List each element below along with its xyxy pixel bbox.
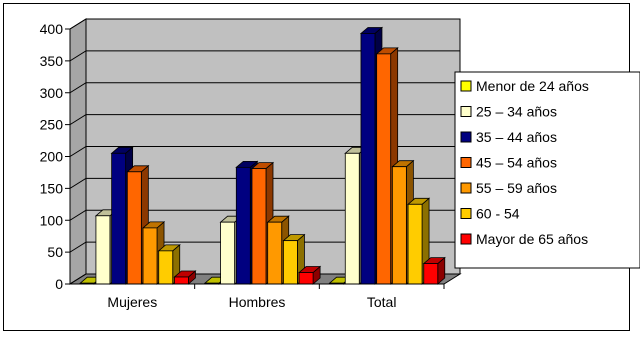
legend-swatch	[460, 182, 472, 194]
bar-front	[158, 250, 174, 285]
gridline	[69, 50, 460, 62]
bar-front	[174, 276, 189, 285]
y-tick-label: 350	[40, 53, 64, 69]
gridline	[69, 82, 460, 94]
gridline	[69, 209, 460, 221]
bar-front	[344, 152, 360, 285]
bar-front	[111, 152, 127, 285]
y-tick-label: 200	[40, 149, 64, 165]
bar-front	[391, 166, 407, 285]
bar-front	[142, 227, 158, 285]
legend-box	[454, 71, 640, 269]
legend-entry: 35 – 44 años	[460, 129, 557, 145]
bar-front	[251, 168, 267, 285]
legend-label: 45 – 54 años	[476, 155, 557, 171]
legend-swatch	[460, 106, 472, 117]
legend-entry: Menor de 24 años	[460, 78, 589, 94]
bar-front	[376, 53, 392, 285]
bar-front	[220, 221, 236, 285]
bar-front	[267, 221, 283, 285]
bar-front	[298, 272, 314, 285]
x-tick-label: Total	[367, 294, 397, 310]
legend-swatch	[460, 233, 472, 245]
bar	[298, 265, 322, 285]
y-tick-label: 250	[40, 117, 64, 133]
gridline	[69, 114, 460, 126]
gridline	[69, 177, 460, 189]
y-tick-label: 150	[40, 180, 64, 196]
legend-label: 35 – 44 años	[476, 129, 557, 145]
bar-front	[95, 215, 111, 285]
legend-swatch	[460, 157, 472, 168]
legend-swatch	[460, 208, 472, 219]
gridline	[69, 18, 460, 30]
bar-front	[235, 166, 251, 285]
bar-front	[360, 33, 376, 285]
legend-label: Mayor de 65 años	[476, 231, 588, 247]
legend-swatch	[460, 80, 472, 92]
y-tick-label: 300	[40, 85, 64, 101]
y-tick-label: 400	[40, 21, 64, 37]
legend-label: Menor de 24 años	[476, 78, 589, 94]
y-tick-label: 100	[40, 212, 64, 228]
legend-label: 60 - 54	[476, 206, 520, 222]
bar	[406, 197, 431, 285]
gridline	[69, 273, 460, 285]
bar-front	[126, 171, 142, 285]
legend-entry: Mayor de 65 años	[460, 231, 588, 247]
bar-front	[282, 240, 298, 285]
legend-label: 55 – 59 años	[476, 180, 557, 196]
x-tick-label: Hombres	[229, 294, 286, 310]
legend-label: 25 – 34 años	[476, 104, 557, 120]
y-tick-label: 0	[55, 276, 63, 292]
gridline	[69, 241, 460, 253]
x-tick-label: Mujeres	[107, 294, 157, 310]
bar-front	[407, 203, 423, 285]
legend-entry: 55 – 59 años	[460, 180, 557, 196]
y-tick-label: 50	[47, 244, 63, 260]
legend-entry: 45 – 54 años	[460, 155, 557, 171]
bar-front	[423, 263, 439, 285]
legend-entry: 60 - 54	[460, 206, 520, 222]
legend-entry: 25 – 34 años	[460, 104, 557, 120]
gridline	[69, 146, 460, 157]
bar	[422, 256, 446, 285]
legend-swatch	[460, 131, 472, 143]
